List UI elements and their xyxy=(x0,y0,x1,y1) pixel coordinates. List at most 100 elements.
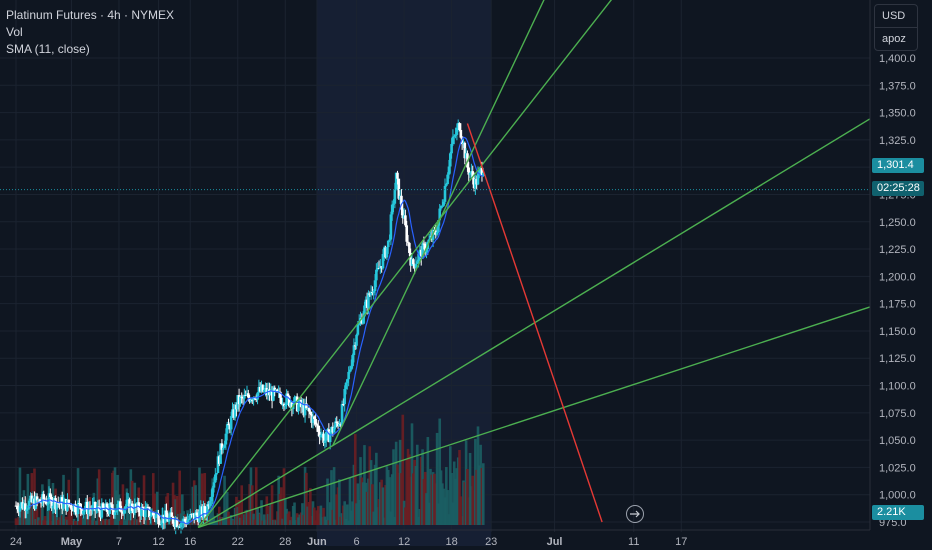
green-trendline xyxy=(332,0,545,446)
volume-bar xyxy=(478,465,481,525)
legend-sma[interactable]: SMA (11, close) xyxy=(6,42,90,56)
candle-body xyxy=(41,494,44,503)
candle-body xyxy=(437,220,440,232)
volume-bar xyxy=(191,486,195,525)
candle-body xyxy=(394,172,398,191)
volume-bar xyxy=(72,518,76,525)
candle-body xyxy=(221,447,225,450)
candle-body xyxy=(103,508,106,511)
volume-bar xyxy=(290,516,294,525)
volume-bar xyxy=(253,519,257,525)
x-tick-label: 28 xyxy=(279,536,291,548)
volume-bar xyxy=(346,504,349,525)
volume-bar xyxy=(169,517,172,525)
volume-bar xyxy=(27,504,31,525)
volume-bar xyxy=(91,514,94,525)
volume-bar xyxy=(468,452,472,525)
candle-body xyxy=(74,504,77,513)
candle-body xyxy=(252,397,255,401)
candle-body xyxy=(199,506,203,512)
candle-body xyxy=(415,261,419,264)
volume-bar xyxy=(307,501,311,525)
candle-body xyxy=(190,514,193,516)
candle-body xyxy=(115,510,118,513)
candle-body xyxy=(39,502,43,504)
legend-title[interactable]: Platinum Futures · 4h · NYMEX xyxy=(6,8,175,22)
volume-bar xyxy=(89,520,93,525)
y-tick-label: 1,100.0 xyxy=(879,381,916,393)
candle-body xyxy=(63,499,67,502)
candle-body xyxy=(137,502,141,513)
volume-bar xyxy=(150,519,154,525)
volume-bar xyxy=(198,467,201,525)
volume-bar xyxy=(455,468,459,525)
volume-bar xyxy=(306,506,310,525)
candle-body xyxy=(250,399,254,401)
volume-bar xyxy=(406,448,410,525)
volume-bar xyxy=(302,514,306,525)
candle-body xyxy=(268,389,271,396)
currency-label[interactable]: USD xyxy=(882,10,906,22)
volume-bar xyxy=(140,520,143,525)
candle-body xyxy=(155,513,159,515)
volume-bar xyxy=(450,472,453,525)
volume-bar xyxy=(441,483,444,525)
candle-body xyxy=(363,305,366,317)
candle-body xyxy=(429,235,432,240)
volume-bar xyxy=(418,509,422,525)
candle-body xyxy=(194,512,197,520)
candle-body xyxy=(89,509,93,511)
candle-body xyxy=(376,268,379,270)
volume-bar xyxy=(235,496,238,525)
last-price-tag: 1,301.4 xyxy=(872,158,924,173)
candle-body xyxy=(122,508,126,514)
candle-body xyxy=(45,501,48,505)
volume-bar xyxy=(252,513,255,525)
candle-body xyxy=(200,506,204,518)
volume-bar xyxy=(330,470,333,525)
x-tick-label: Jul xyxy=(547,536,563,548)
volume-bar xyxy=(397,472,401,525)
volume-bar xyxy=(429,468,432,525)
scale-mode[interactable]: apoz xyxy=(875,27,917,50)
candle-body xyxy=(233,404,237,418)
candle-body xyxy=(170,512,174,517)
candle-body xyxy=(410,259,414,266)
volume-bar xyxy=(134,519,138,525)
candle-body xyxy=(286,393,290,397)
goto-realtime-button[interactable] xyxy=(626,505,644,523)
volume-bar xyxy=(146,519,150,525)
volume-bar xyxy=(59,502,63,525)
volume-bar xyxy=(315,510,319,525)
countdown-tag: 02:25:28 xyxy=(872,181,924,196)
candle-body xyxy=(171,516,175,524)
scale-settings[interactable]: USD apoz xyxy=(874,4,918,51)
volume-bar xyxy=(108,518,112,525)
volume-bar xyxy=(481,463,485,525)
candle-body xyxy=(367,293,370,308)
candle-body xyxy=(25,509,28,511)
volume-bar xyxy=(220,516,224,525)
candle-body xyxy=(207,504,211,507)
volume-bar xyxy=(297,517,300,525)
candle-body xyxy=(450,143,453,154)
candle-body xyxy=(434,230,438,235)
candle-body xyxy=(231,409,234,417)
candle-body xyxy=(397,178,401,199)
candle-body xyxy=(120,511,123,513)
volume-bar xyxy=(258,513,262,525)
candle-body xyxy=(64,499,68,511)
y-tick-label: 1,375.0 xyxy=(879,80,916,92)
candle-body xyxy=(132,510,135,514)
volume-bar xyxy=(215,520,218,525)
volume-bar xyxy=(451,502,455,525)
candle-body xyxy=(310,414,313,423)
candle-body xyxy=(446,174,449,185)
volume-bar xyxy=(37,517,40,525)
candle-body xyxy=(352,345,356,356)
legend-volume[interactable]: Vol xyxy=(6,25,23,39)
volume-bar xyxy=(240,485,244,525)
volume-bar xyxy=(58,517,61,525)
candle-body xyxy=(462,142,465,145)
